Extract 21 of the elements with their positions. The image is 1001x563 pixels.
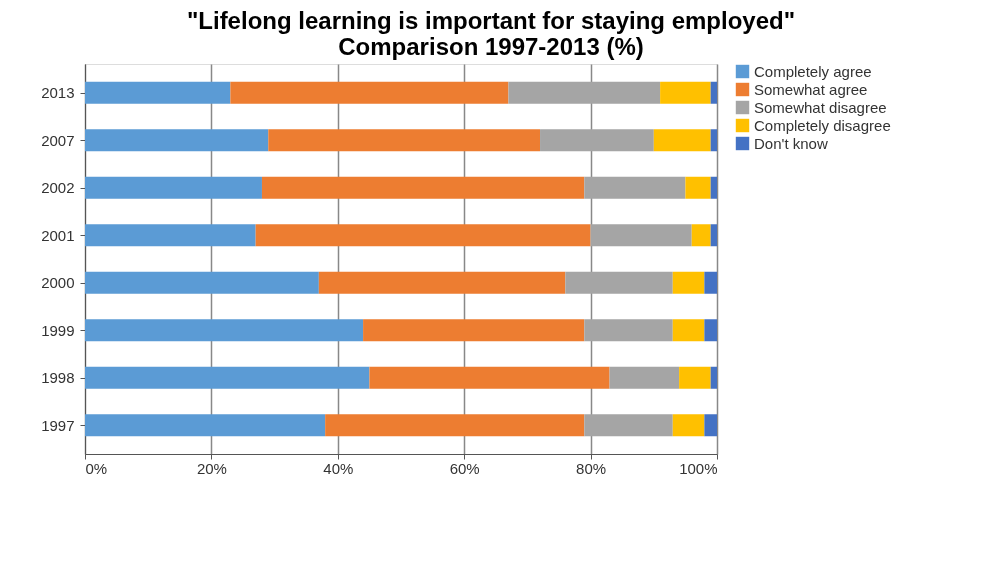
x-tick-label: 60%	[449, 459, 480, 477]
x-tick-label: 40%	[323, 459, 354, 477]
y-tick-label: 2001	[41, 226, 75, 244]
legend-label: Completely agree	[754, 62, 872, 80]
y-tick-label: 1999	[41, 321, 75, 339]
y-tick-label: 2000	[41, 274, 75, 292]
text: "Lifelong learning is important for staying employed"	[186, 7, 796, 34]
y-tick-label: 2002	[41, 179, 75, 197]
legend-label: Somewhat agree	[754, 80, 868, 98]
x-tick-label: 20%	[196, 459, 227, 477]
legend-label: Completely disagree	[754, 116, 891, 134]
legend-label: Somewhat disagree	[754, 98, 887, 116]
text: Comparison 1997-2013 (%)	[338, 33, 644, 60]
y-tick-label: 2007	[41, 131, 75, 149]
x-tick-label: 0%	[85, 459, 108, 477]
x-tick-label: 100%	[679, 459, 718, 477]
legend-label: Don't know	[754, 134, 828, 152]
x-tick-label: 80%	[576, 459, 607, 477]
y-tick-label: 2013	[41, 84, 75, 102]
y-tick-label: 1997	[41, 416, 75, 434]
y-tick-label: 1998	[41, 369, 75, 387]
